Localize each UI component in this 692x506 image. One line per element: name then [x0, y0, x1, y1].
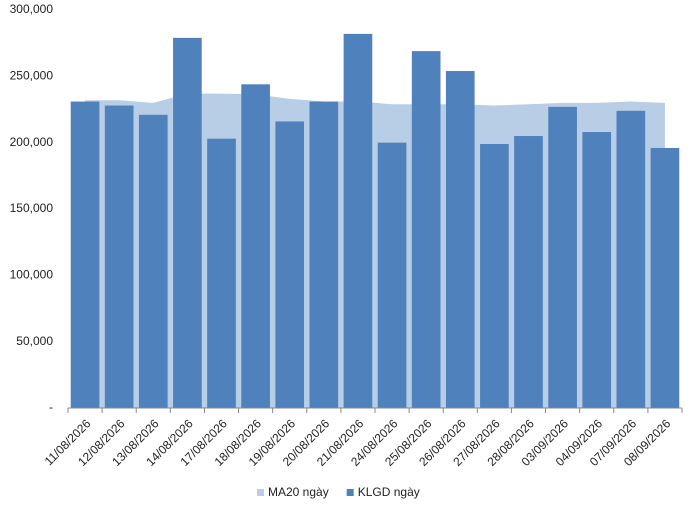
- bar: [104, 105, 134, 409]
- y-tick-label: 300,000: [10, 2, 54, 16]
- bar: [70, 101, 100, 408]
- bar: [616, 110, 646, 409]
- y-tick-label: 150,000: [10, 201, 54, 215]
- area: [85, 93, 665, 408]
- bar: [275, 121, 305, 408]
- bar: [241, 84, 270, 408]
- legend-swatch: [346, 489, 354, 496]
- bar: [377, 142, 407, 408]
- bar: [445, 71, 475, 408]
- y-tick-label: 100,000: [10, 268, 54, 282]
- bar: [309, 101, 339, 408]
- bar: [582, 132, 612, 408]
- bar: [650, 147, 680, 408]
- legend-label: KLGD ngày: [358, 485, 420, 499]
- y-tick-label: 200,000: [10, 135, 54, 149]
- legend-label: MA20 ngày: [268, 485, 329, 499]
- bar: [411, 51, 441, 408]
- y-tick-label: 250,000: [10, 69, 54, 83]
- y-tick-label: 50,000: [16, 334, 53, 348]
- legend-swatch: [257, 489, 264, 496]
- bar: [173, 37, 202, 409]
- bar: [548, 106, 577, 408]
- bar: [343, 33, 373, 408]
- bar: [207, 138, 236, 409]
- bar: [138, 114, 168, 408]
- y-tick-label: -: [49, 400, 53, 414]
- bar: [480, 143, 509, 408]
- bar: [514, 136, 543, 409]
